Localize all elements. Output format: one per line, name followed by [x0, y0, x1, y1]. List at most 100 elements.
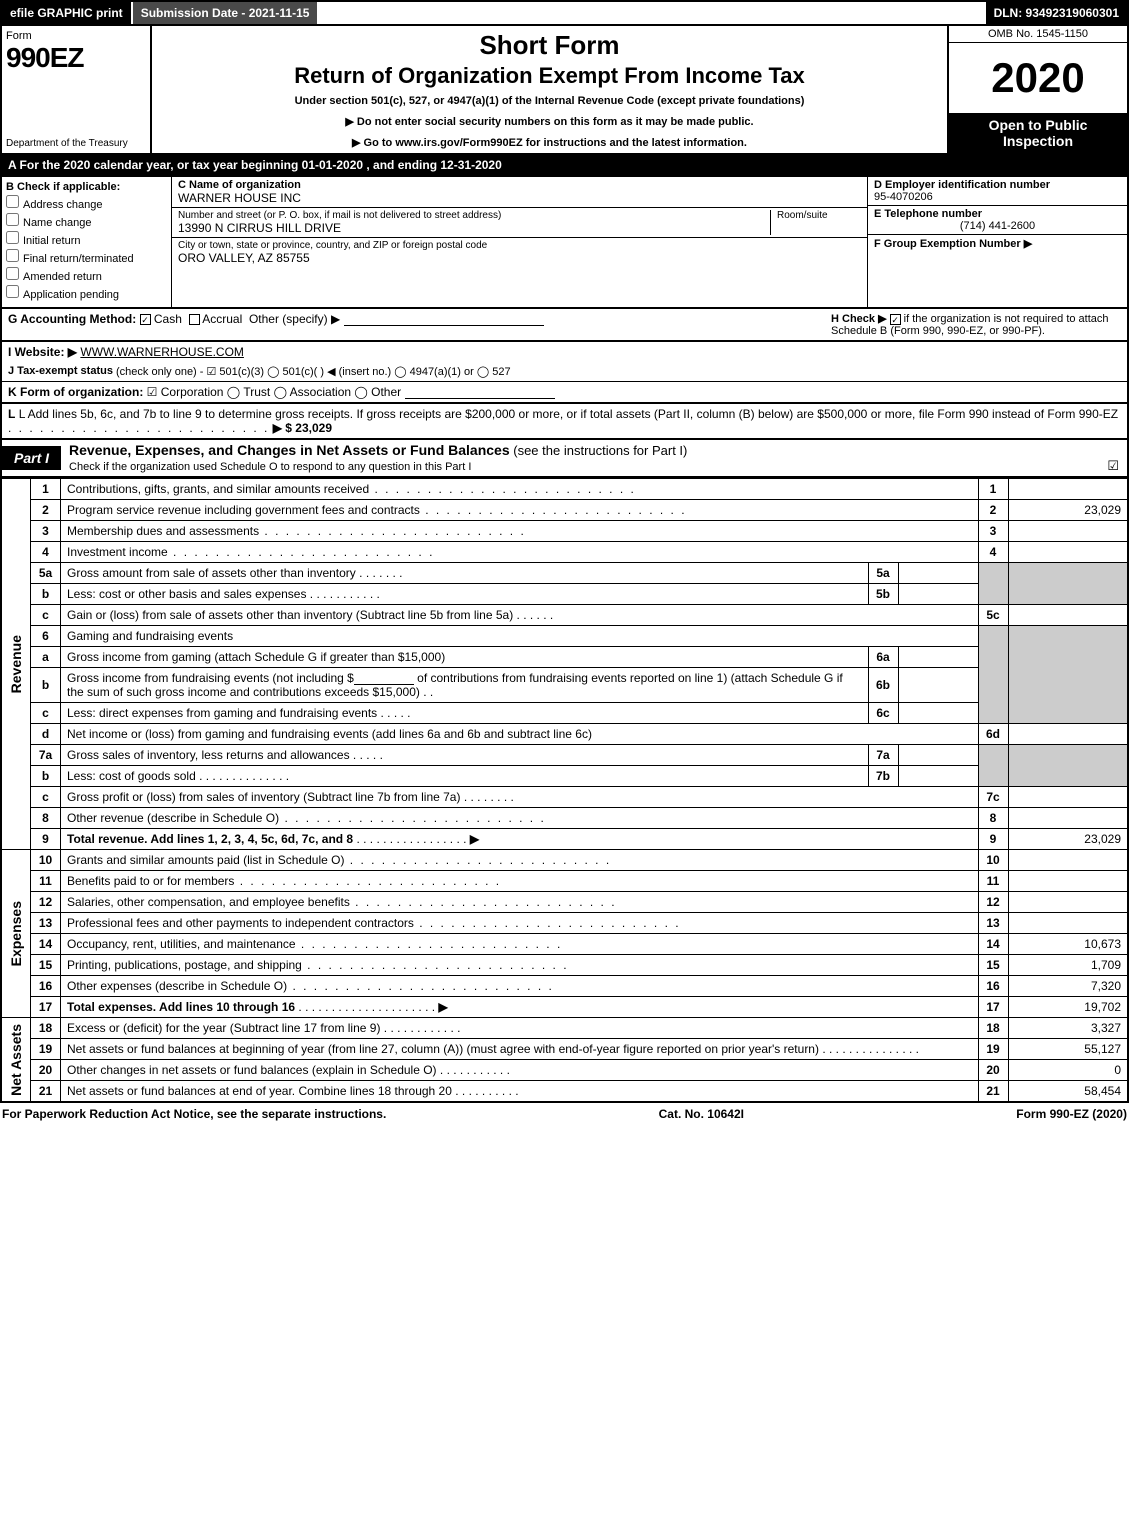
- addr-label: Number and street (or P. O. box, if mail…: [178, 210, 764, 221]
- revenue-sidelabel: Revenue: [1, 479, 31, 850]
- line-5c-no: c: [31, 605, 61, 626]
- line-14-desc: Occupancy, rent, utilities, and maintena…: [61, 934, 979, 955]
- line-1-numcol: 1: [978, 479, 1008, 500]
- line-16-no: 16: [31, 976, 61, 997]
- line-19-desc: Net assets or fund balances at beginning…: [61, 1039, 979, 1060]
- sub-6a: 6a: [868, 647, 898, 668]
- line-19-numcol: 19: [978, 1039, 1008, 1060]
- line-8-desc: Other revenue (describe in Schedule O): [61, 808, 979, 829]
- sub-6c-val: [898, 703, 978, 724]
- l-text: L Add lines 5b, 6c, and 7b to line 9 to …: [19, 407, 1118, 421]
- topbar-spacer: [319, 2, 985, 24]
- line-3-no: 3: [31, 521, 61, 542]
- line-1-amt: [1008, 479, 1128, 500]
- sub-5a: 5a: [868, 563, 898, 584]
- g-other-field[interactable]: [344, 312, 544, 326]
- c-label: C Name of organization: [178, 179, 861, 191]
- line-11-no: 11: [31, 871, 61, 892]
- sub-5b: 5b: [868, 584, 898, 605]
- line-7b-desc: Less: cost of goods sold . . . . . . . .…: [61, 766, 869, 787]
- g-cash-check[interactable]: ✓: [140, 314, 151, 325]
- line-2-no: 2: [31, 500, 61, 521]
- submission-date-button[interactable]: Submission Date - 2021-11-15: [131, 2, 320, 24]
- sub-5a-val: [898, 563, 978, 584]
- check-name-change[interactable]: Name change: [6, 213, 167, 229]
- addr-value: 13990 N CIRRUS HILL DRIVE: [178, 221, 764, 235]
- org-name-value: WARNER HOUSE INC: [178, 191, 861, 205]
- header-right: OMB No. 1545-1150 2020 Open to Public In…: [947, 26, 1127, 153]
- sub-7b: 7b: [868, 766, 898, 787]
- line-1-desc: Contributions, gifts, grants, and simila…: [61, 479, 979, 500]
- line-17-amt: 19,702: [1008, 997, 1128, 1018]
- line-21-amt: 58,454: [1008, 1081, 1128, 1103]
- line-6d-no: d: [31, 724, 61, 745]
- line-5c-amt: [1008, 605, 1128, 626]
- line-6c-no: c: [31, 703, 61, 724]
- sub-7a-val: [898, 745, 978, 766]
- line-8-no: 8: [31, 808, 61, 829]
- header-left: Form 990EZ Department of the Treasury: [2, 26, 152, 153]
- check-column-b: B Check if applicable: Address change Na…: [2, 177, 172, 307]
- k-other-field[interactable]: [405, 385, 555, 399]
- line-14-numcol: 14: [978, 934, 1008, 955]
- line-4-amt: [1008, 542, 1128, 563]
- shade-5-amt: [1008, 563, 1128, 605]
- line-5c-desc: Gain or (loss) from sale of assets other…: [61, 605, 979, 626]
- line-16-amt: 7,320: [1008, 976, 1128, 997]
- org-name-row: C Name of organization WARNER HOUSE INC: [172, 177, 867, 208]
- line-19-no: 19: [31, 1039, 61, 1060]
- goto-link[interactable]: ▶ Go to www.irs.gov/Form990EZ for instru…: [352, 136, 747, 149]
- h-check[interactable]: ✓: [890, 314, 901, 325]
- website-value[interactable]: WWW.WARNERHOUSE.COM: [80, 345, 244, 359]
- e-label: E Telephone number: [874, 208, 1121, 220]
- line-15-numcol: 15: [978, 955, 1008, 976]
- line-8-amt: [1008, 808, 1128, 829]
- efile-print-button[interactable]: efile GRAPHIC print: [2, 2, 131, 24]
- line-6d-desc: Net income or (loss) from gaming and fun…: [61, 724, 979, 745]
- i-label: I Website: ▶: [8, 345, 77, 359]
- line-15-no: 15: [31, 955, 61, 976]
- line-12-amt: [1008, 892, 1128, 913]
- form-number: 990EZ: [6, 42, 146, 74]
- sub-6a-val: [898, 647, 978, 668]
- phone-value: (714) 441-2600: [874, 220, 1121, 232]
- open-public-badge: Open to Public Inspection: [949, 113, 1127, 153]
- part1-header: Part I Revenue, Expenses, and Changes in…: [0, 440, 1129, 478]
- shade-6-amt: [1008, 626, 1128, 724]
- line-10-amt: [1008, 850, 1128, 871]
- under-section-text: Under section 501(c), 527, or 4947(a)(1)…: [295, 95, 805, 107]
- line-6-no: 6: [31, 626, 61, 647]
- line-7b-no: b: [31, 766, 61, 787]
- check-application-pending[interactable]: Application pending: [6, 285, 167, 301]
- d-label: D Employer identification number: [874, 179, 1121, 191]
- sub-6c: 6c: [868, 703, 898, 724]
- line-15-desc: Printing, publications, postage, and shi…: [61, 955, 979, 976]
- ein-value: 95-4070206: [874, 191, 1121, 203]
- part1-title: Revenue, Expenses, and Changes in Net As…: [61, 440, 1127, 476]
- dln-label: DLN: 93492319060301: [986, 2, 1127, 24]
- g-cash-label: Cash: [154, 312, 182, 326]
- org-right: D Employer identification number 95-4070…: [867, 177, 1127, 307]
- line-3-numcol: 3: [978, 521, 1008, 542]
- g-accrual-check[interactable]: [189, 314, 200, 325]
- shade-5: [978, 563, 1008, 605]
- k-row: K Form of organization: ☑ Corporation ◯ …: [0, 381, 1129, 404]
- line-2-numcol: 2: [978, 500, 1008, 521]
- h-label: H Check ▶: [831, 313, 887, 325]
- line-21-desc: Net assets or fund balances at end of ye…: [61, 1081, 979, 1103]
- check-address-change[interactable]: Address change: [6, 195, 167, 211]
- line-9-amt: 23,029: [1008, 829, 1128, 850]
- header-center: Short Form Return of Organization Exempt…: [152, 26, 947, 153]
- line-14-no: 14: [31, 934, 61, 955]
- check-initial-return[interactable]: Initial return: [6, 231, 167, 247]
- check-final-return[interactable]: Final return/terminated: [6, 249, 167, 265]
- netassets-sidelabel: Net Assets: [1, 1018, 31, 1103]
- expenses-sidelabel: Expenses: [1, 850, 31, 1018]
- check-amended-return[interactable]: Amended return: [6, 267, 167, 283]
- g-accrual-label: Accrual: [202, 312, 242, 326]
- sub-6b: 6b: [868, 668, 898, 703]
- schedule-o-check[interactable]: ☑: [1107, 458, 1119, 474]
- line-1-no: 1: [31, 479, 61, 500]
- sub-6b-val: [898, 668, 978, 703]
- line-5a-no: 5a: [31, 563, 61, 584]
